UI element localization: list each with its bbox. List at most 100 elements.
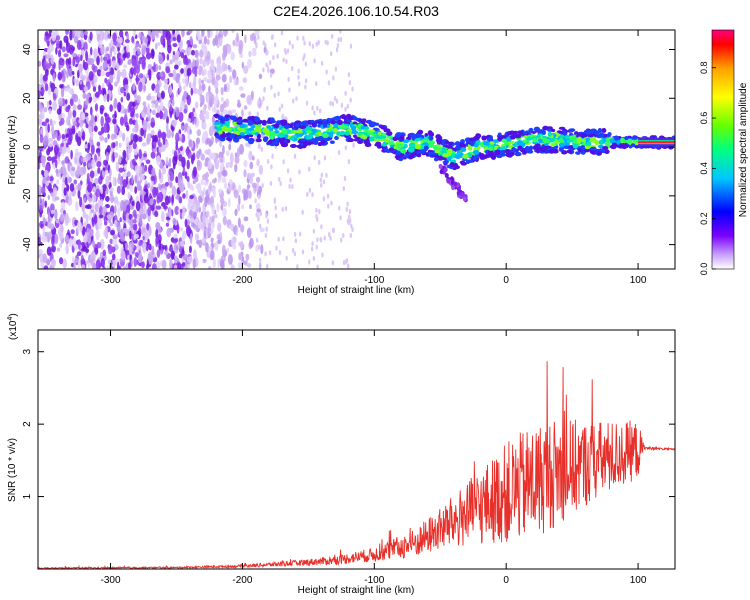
- heat-cell: [186, 159, 190, 170]
- heat-cell: [97, 131, 103, 136]
- heat-cell: [201, 30, 205, 37]
- heat-cell: [59, 144, 63, 155]
- heat-cell: [319, 177, 323, 183]
- heat-cell: [126, 125, 130, 132]
- snr-series: [38, 361, 675, 569]
- heat-cell: [116, 261, 120, 269]
- heat-cell: [547, 131, 552, 137]
- heat-cell: [133, 133, 138, 143]
- heat-cell: [65, 106, 70, 113]
- heat-cell: [102, 249, 107, 257]
- heat-cell: [95, 229, 100, 241]
- heat-cell: [87, 233, 92, 244]
- heat-cell: [190, 49, 196, 56]
- heat-cell: [281, 113, 285, 119]
- heat-cell: [219, 231, 222, 238]
- heat-cell: [90, 144, 95, 155]
- heat-cell: [146, 263, 149, 269]
- heat-cell: [344, 90, 347, 96]
- snr-frame: [37, 329, 676, 570]
- heat-cell: [46, 63, 52, 69]
- heat-cell: [270, 84, 273, 90]
- heat-cell: [100, 257, 105, 268]
- heat-cell: [568, 132, 574, 137]
- heat-cell: [175, 245, 179, 251]
- heat-cell: [510, 136, 516, 140]
- heat-cell: [537, 138, 543, 144]
- heat-cell: [175, 144, 179, 151]
- heat-cell: [320, 172, 324, 178]
- heat-cell: [50, 56, 55, 65]
- heat-cell: [181, 262, 186, 267]
- heat-cell: [150, 129, 155, 137]
- heat-cell: [87, 162, 92, 168]
- heat-cell: [399, 135, 405, 141]
- heat-cell: [153, 141, 157, 148]
- heat-cell: [319, 237, 323, 243]
- heat-cell: [239, 132, 246, 136]
- heat-cell: [70, 46, 76, 52]
- heat-cell: [414, 138, 421, 142]
- heat-cell: [234, 224, 238, 233]
- heat-cell: [605, 138, 611, 142]
- heat-cell: [213, 101, 217, 112]
- heat-cell: [308, 259, 311, 265]
- heat-cell: [82, 74, 87, 80]
- heat-cell: [325, 172, 328, 178]
- heat-cell: [155, 228, 159, 239]
- x-tick-label: -100: [364, 575, 384, 586]
- heat-cell: [63, 53, 69, 58]
- heat-cell: [166, 53, 170, 61]
- heat-cell: [562, 132, 568, 136]
- heat-cell: [327, 231, 331, 237]
- heat-cell: [243, 160, 248, 168]
- heat-cell: [43, 60, 47, 71]
- heat-cell: [83, 85, 89, 92]
- heat-cell: [566, 149, 573, 154]
- heat-cell: [39, 205, 43, 212]
- heat-cell: [231, 30, 235, 33]
- heat-cell: [620, 137, 625, 143]
- heat-cell: [150, 95, 156, 102]
- heat-cell: [266, 125, 271, 130]
- heat-cell: [300, 138, 307, 142]
- heat-cell: [294, 238, 298, 244]
- heat-cell: [383, 148, 389, 152]
- heat-cell: [517, 145, 523, 150]
- heat-cell: [447, 148, 453, 153]
- heat-cell: [164, 78, 169, 84]
- heat-cell: [43, 265, 49, 269]
- heat-cell: [453, 181, 458, 187]
- heat-cell: [296, 130, 303, 134]
- heat-cell: [131, 58, 137, 67]
- heat-cell: [123, 91, 127, 97]
- heat-cell: [449, 176, 454, 182]
- heat-cell: [70, 229, 75, 235]
- heat-cell: [47, 86, 52, 96]
- heat-cell: [111, 60, 117, 69]
- heat-cell: [217, 239, 221, 245]
- heat-cell: [213, 213, 218, 219]
- heat-cell: [246, 262, 252, 268]
- heat-cell: [103, 229, 109, 238]
- heat-cell: [244, 134, 250, 138]
- colorbar-tick-label: 0.8: [699, 61, 709, 74]
- heat-cell: [258, 223, 262, 229]
- heat-cell: [129, 184, 133, 193]
- heat-cell: [269, 72, 273, 78]
- heat-cell: [99, 65, 103, 71]
- heat-cell: [188, 62, 194, 69]
- heatmap-cells: [38, 30, 675, 269]
- heat-cell: [197, 221, 202, 229]
- heat-cell: [297, 74, 300, 80]
- heat-cell: [52, 140, 58, 147]
- heat-cell: [106, 145, 111, 154]
- heat-cell: [236, 147, 241, 158]
- heat-cell: [59, 242, 63, 248]
- heat-cell: [256, 133, 261, 139]
- heat-cell: [273, 123, 280, 129]
- heat-cell: [580, 133, 586, 138]
- heat-cell: [211, 221, 215, 229]
- heat-cell: [241, 61, 245, 69]
- heat-cell: [211, 178, 217, 184]
